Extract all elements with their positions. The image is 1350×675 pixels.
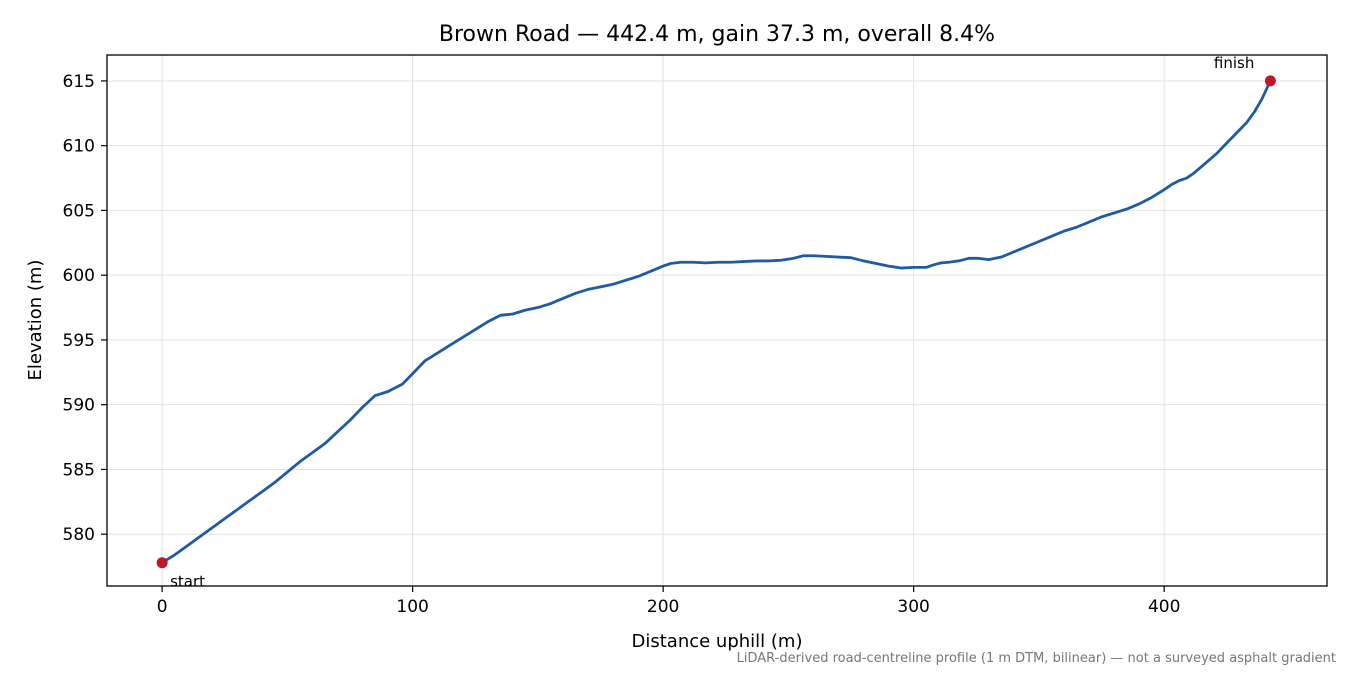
y-tick-label: 615 bbox=[63, 72, 95, 92]
chart-title: Brown Road — 442.4 m, gain 37.3 m, overa… bbox=[439, 22, 995, 47]
start-label: start bbox=[170, 573, 205, 591]
y-tick-label: 590 bbox=[63, 396, 95, 416]
finish-label: finish bbox=[1214, 54, 1254, 72]
x-tick-label: 100 bbox=[396, 597, 428, 617]
start-marker bbox=[156, 557, 168, 569]
y-tick-label: 585 bbox=[63, 460, 95, 480]
finish-marker bbox=[1264, 75, 1276, 87]
x-tick-label: 200 bbox=[647, 597, 679, 617]
x-tick-label: 400 bbox=[1148, 597, 1180, 617]
x-axis-label: Distance uphill (m) bbox=[632, 631, 803, 652]
elevation-profile-line bbox=[160, 79, 1272, 565]
y-tick-label: 595 bbox=[63, 331, 95, 351]
y-tick-label: 605 bbox=[63, 201, 95, 221]
gridlines bbox=[107, 55, 1327, 586]
data-source-footnote: LiDAR-derived road-centreline profile (1… bbox=[736, 651, 1336, 666]
y-axis-label: Elevation (m) bbox=[25, 260, 46, 381]
data-layer: start finish bbox=[156, 54, 1276, 591]
y-tick-label: 580 bbox=[63, 525, 95, 545]
y-tick-label: 600 bbox=[63, 266, 95, 286]
y-tick-label: 610 bbox=[63, 137, 95, 157]
x-tick-label: 300 bbox=[897, 597, 929, 617]
axes: 0 100 200 300 400 580 585 590 595 600 605 610 615 bbox=[63, 72, 1181, 617]
x-tick-label: 0 bbox=[157, 597, 168, 617]
plot-frame bbox=[106, 54, 1328, 587]
